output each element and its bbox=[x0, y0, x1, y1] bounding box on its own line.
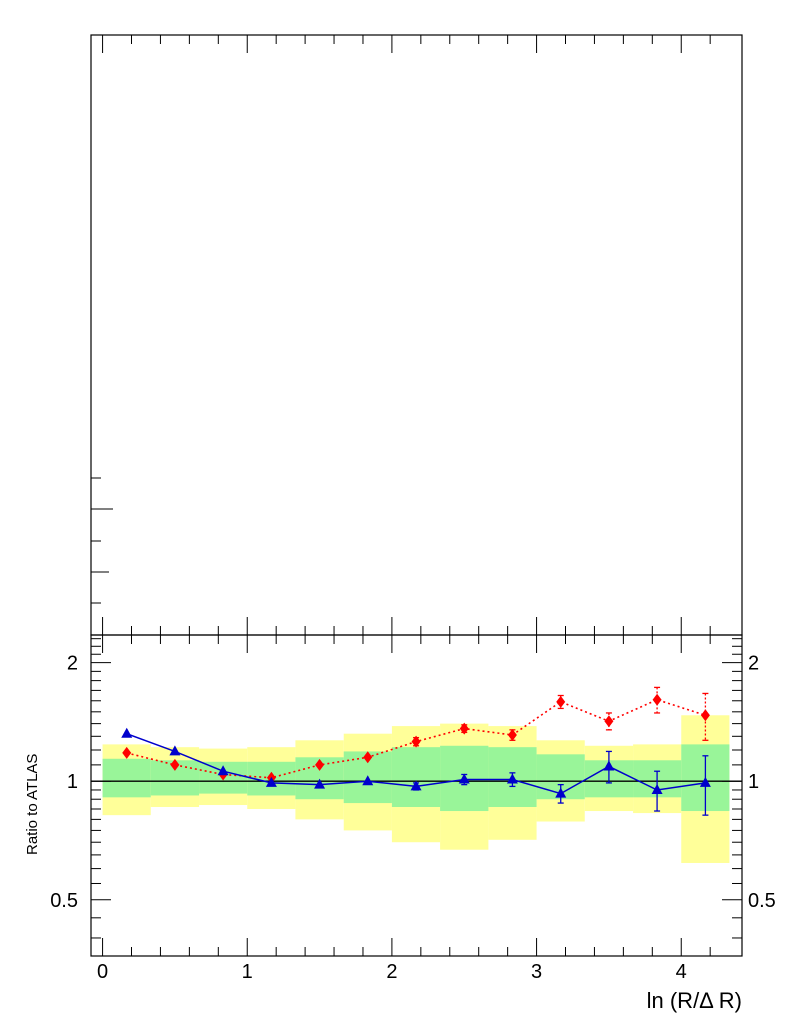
blue-triangle-point bbox=[506, 773, 518, 784]
y-axis-title: Ratio to ATLAS bbox=[24, 754, 41, 855]
y-tick-label: 0.5 bbox=[50, 890, 78, 912]
blue-triangle-point bbox=[169, 745, 181, 756]
red-diamond-point bbox=[122, 746, 132, 759]
red-diamond-point bbox=[507, 728, 517, 741]
y-tick-label-right: 2 bbox=[748, 653, 759, 675]
axes-layer: 0 1 2 3 4 0.5 0.5 1 1 2 2 bbox=[50, 634, 776, 983]
y-tick-label: 1 bbox=[67, 771, 78, 793]
inner-band-bin bbox=[102, 758, 151, 798]
x-tick-label: 0 bbox=[97, 961, 108, 983]
y-tick-label-right: 0.5 bbox=[748, 890, 776, 912]
x-tick-label: 3 bbox=[531, 961, 542, 983]
blue-triangle-point bbox=[699, 776, 711, 787]
red-diamond-point bbox=[315, 758, 325, 771]
red-diamond-point bbox=[411, 735, 421, 748]
blue-triangle-point bbox=[603, 760, 615, 771]
red-diamond-point bbox=[556, 695, 566, 708]
blue-triangle-point bbox=[458, 773, 470, 784]
lower-panel: 0 1 2 3 4 0.5 0.5 1 1 2 2 bbox=[50, 634, 776, 983]
blue-triangle-point bbox=[217, 765, 229, 776]
upper-panel bbox=[90, 34, 743, 636]
upper-frame bbox=[90, 34, 743, 636]
lower-frame bbox=[90, 634, 743, 957]
x-tick-label: 2 bbox=[386, 961, 397, 983]
x-axis-title: ln (R/Δ R) bbox=[647, 988, 742, 1013]
blue-triangle-point bbox=[362, 775, 374, 786]
red-diamond-point bbox=[363, 751, 373, 764]
y-tick-label-right: 1 bbox=[748, 771, 759, 793]
blue-triangle-point bbox=[265, 776, 277, 787]
x-tick-label: 4 bbox=[676, 961, 687, 983]
y-tick-label: 2 bbox=[67, 653, 78, 675]
blue-triangle-point bbox=[314, 778, 326, 789]
blue-triangle-point bbox=[651, 783, 663, 794]
blue-triangle-point bbox=[410, 780, 422, 791]
blue-triangle-point bbox=[121, 727, 133, 738]
red-diamond-point bbox=[170, 758, 180, 771]
red-diamond-point bbox=[652, 693, 662, 706]
inner-band-bin bbox=[391, 747, 441, 807]
blue-triangle-point bbox=[555, 787, 567, 798]
x-tick-label: 1 bbox=[242, 961, 253, 983]
series-layer bbox=[121, 686, 711, 816]
red-diamond-point bbox=[700, 709, 710, 722]
red-diamond-point bbox=[604, 715, 614, 728]
red-diamond-point bbox=[459, 722, 469, 735]
